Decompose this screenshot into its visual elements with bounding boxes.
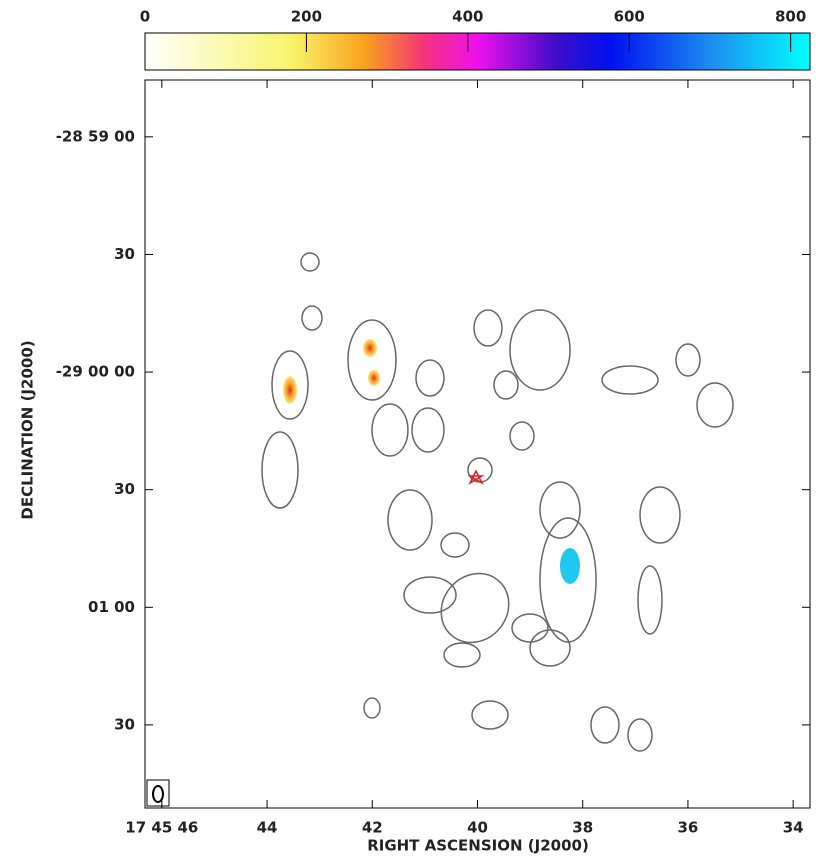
x-tick-label: 36 (678, 819, 699, 837)
x-tick-label: 42 (362, 819, 383, 837)
colorbar-tick-label: 800 (775, 8, 806, 26)
y-tick-label: 30 (114, 245, 135, 263)
x-axis-label: RIGHT ASCENSION (J2000) (367, 837, 589, 855)
x-tick-label: 38 (572, 819, 593, 837)
colorbar-tick-label: 400 (452, 8, 483, 26)
y-tick-label: 30 (114, 480, 135, 498)
y-tick-label: 01 00 (88, 598, 135, 616)
y-tick-label: 30 (114, 715, 135, 733)
y-axis-label: DECLINATION (J2000) (19, 340, 37, 519)
x-tick-label: 34 (783, 819, 804, 837)
colorbar (144, 32, 811, 71)
y-tick-label: -29 00 00 (56, 363, 135, 381)
colorbar-tick-label: 200 (291, 8, 322, 26)
x-tick-label: 40 (467, 819, 488, 837)
x-tick-label: 44 (257, 819, 278, 837)
beam (152, 785, 164, 803)
beam-box (146, 779, 170, 807)
colorbar-tick-label: 0 (140, 8, 150, 26)
plot-frame (144, 79, 811, 809)
x-tick-label: 17 45 46 (125, 819, 198, 837)
emission (261, 252, 734, 752)
y-tick-label: -28 59 00 (56, 127, 135, 145)
colorbar-tick-label: 600 (614, 8, 645, 26)
